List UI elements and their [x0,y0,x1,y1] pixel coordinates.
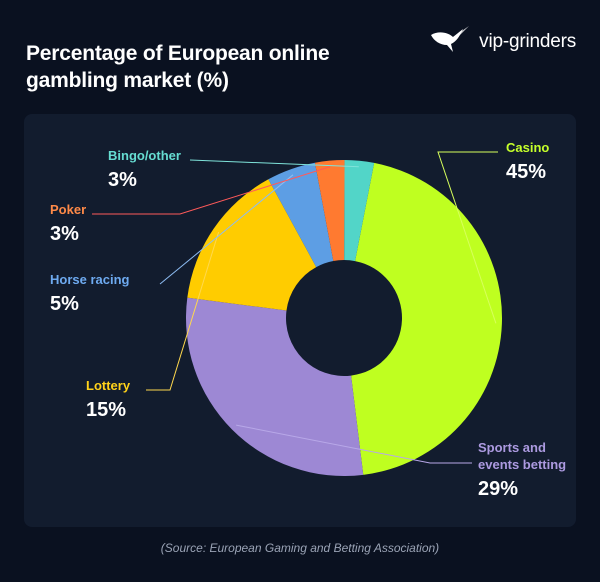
slice-sports-and-events-betting [186,297,364,476]
slice-value-label: 5% [50,293,79,315]
slice-poker [314,159,345,261]
leader-line [92,166,331,215]
leader-line [189,159,359,168]
slice-casino [351,162,502,475]
slice-value-label: 3% [50,223,79,245]
leader-line [159,174,294,285]
slice-value-label: 3% [108,169,137,191]
slice-value-label: 45% [506,161,546,183]
brand-name: vip-grinders [479,30,576,52]
slice-label: Horse racing [50,272,130,287]
slice-lottery [187,179,317,311]
source-note: (Source: European Gaming and Betting Ass… [160,541,440,555]
leader-line [236,424,472,464]
slice-value-label: 29% [478,478,518,500]
slice-label: Poker [50,202,86,217]
slice-label: Casino [506,140,549,155]
slice-label: Sports and events betting [478,440,566,472]
brand-logo: vip-grinders [429,24,576,59]
bird-logo-icon [429,24,473,59]
leader-line [146,231,220,391]
chart-title: Percentage of European online gambling m… [26,42,330,92]
slice-bingo-other [344,160,375,262]
slice-horse-racing [268,162,334,268]
slice-label: Lottery [86,378,131,393]
slice-value-label: 15% [86,399,126,421]
slice-label: Bingo/other [108,148,181,163]
leader-line [437,151,498,324]
